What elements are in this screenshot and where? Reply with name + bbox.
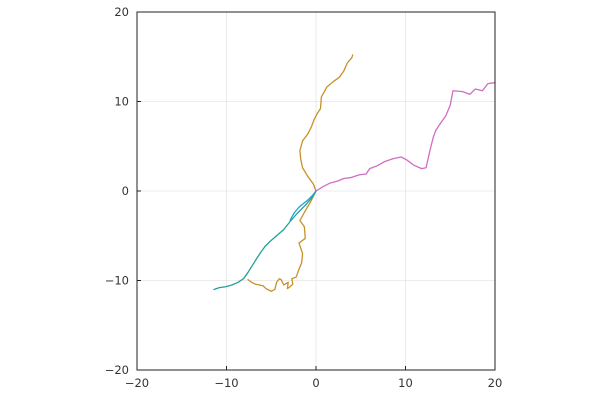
x-tick-label-1: −10 [214,376,238,390]
x-tick-label-4: 20 [488,376,503,390]
y-tick-label-4: 20 [114,5,129,19]
y-tick-label-2: 0 [122,184,129,198]
y-tick-label-1: −10 [105,274,129,288]
series-line-1 [247,190,317,292]
x-tick-label-2: 0 [312,376,319,390]
series-layer [213,54,496,292]
x-tick-label-3: 10 [398,376,413,390]
tick-marks [136,11,496,371]
series-line-0 [299,54,354,192]
y-tick-label-0: −20 [105,363,129,377]
y-tick-label-3: 10 [114,95,129,109]
series-line-3 [213,190,317,291]
x-tick-label-0: −20 [125,376,149,390]
series-line-2 [315,82,496,192]
series-line-4 [289,190,317,222]
